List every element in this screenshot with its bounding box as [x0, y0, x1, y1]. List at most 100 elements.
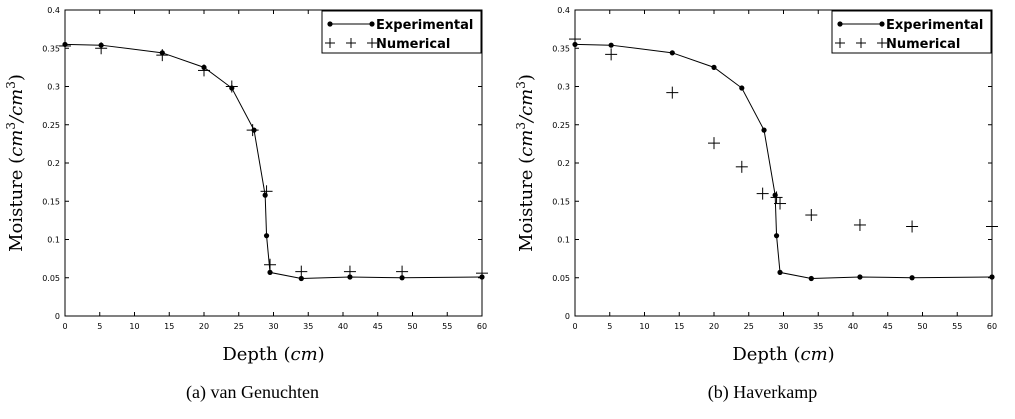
legend-label-numerical: Numerical — [886, 37, 960, 52]
moisture-chart-haverkamp: 0 5 10 15 20 25 30 35 40 45 50 55 60 0 0.05 0.1 0.15 0.2 0… — [514, 6, 998, 365]
legend: Experimental Numerical — [321, 10, 482, 54]
legend-box — [831, 10, 992, 54]
x-tick-label: 55 — [952, 322, 962, 331]
data-point-numerical — [476, 267, 488, 280]
x-tick-label: 15 — [674, 322, 684, 331]
data-point-numerical — [295, 265, 308, 278]
y-tick-label: 0.3 — [47, 83, 60, 92]
y-tick-label: 0.15 — [552, 197, 570, 206]
y-tick-label: 0.05 — [552, 274, 570, 283]
y-tick-label: 0 — [55, 312, 60, 321]
legend-label-numerical: Numerical — [376, 37, 450, 52]
x-axis-title: Depth (cm) — [222, 344, 324, 365]
data-point-numerical — [396, 265, 409, 278]
legend-marker-experimental — [369, 21, 375, 27]
data-point-numerical — [756, 187, 769, 200]
x-tick-label: 60 — [477, 322, 487, 331]
x-tick-label: 40 — [338, 322, 348, 331]
chart-panel-b: 0 5 10 15 20 25 30 35 40 45 50 55 60 0 0.05 0.1 0.15 0.2 0… — [510, 0, 1015, 419]
series-line-experimental — [574, 43, 993, 280]
data-point-numerical — [986, 220, 998, 233]
data-point-numerical — [708, 137, 720, 150]
data-point-numerical — [264, 258, 277, 271]
data-point-numerical — [735, 160, 748, 173]
data-point-experimental — [263, 233, 270, 239]
data-point-numerical — [246, 124, 259, 137]
data-point-numerical — [95, 42, 108, 55]
y-tick-label: 0.05 — [42, 274, 60, 283]
y-tick-label: 0.35 — [552, 44, 570, 53]
caption-haverkamp: (b) Haverkamp — [707, 382, 818, 402]
x-tick-label: 30 — [778, 322, 788, 331]
x-tick-label: 0 — [62, 322, 67, 331]
x-tick-label: 5 — [607, 322, 612, 331]
series-line-experimental — [64, 43, 483, 280]
x-tick-label: 35 — [303, 322, 313, 331]
data-point-experimental — [669, 50, 675, 56]
y-axis-title: Moisture (cm3/cm3) — [4, 74, 27, 252]
data-point-numerical — [774, 197, 787, 210]
y-tick-label: 0.25 — [552, 121, 570, 130]
data-point-numerical — [853, 218, 866, 231]
y-tick-label: 0.1 — [47, 236, 60, 245]
x-tick-label: 10 — [639, 322, 649, 331]
data-point-experimental — [711, 64, 717, 70]
x-tick-label: 50 — [407, 322, 417, 331]
moisture-chart-van-genuchten: 0 5 10 15 20 25 30 35 40 45 50 55 60 0 0.05 0.1 0.15 0.2 0… — [4, 6, 488, 365]
x-tick-label: 30 — [268, 322, 278, 331]
x-tick-label: 40 — [848, 322, 858, 331]
series-numerical — [569, 33, 998, 233]
data-point-numerical — [156, 49, 169, 62]
y-tick-label: 0 — [565, 312, 570, 321]
data-point-numerical — [906, 220, 919, 233]
y-tick-label: 0.4 — [557, 6, 570, 15]
x-tick-label: 50 — [917, 322, 927, 331]
series-experimental — [572, 41, 995, 282]
data-point-experimental — [399, 275, 405, 281]
legend-label-experimental: Experimental — [886, 18, 983, 33]
series-experimental — [62, 41, 485, 282]
x-tick-label: 55 — [442, 322, 452, 331]
data-point-numerical — [805, 209, 818, 222]
x-tick-label: 45 — [883, 322, 893, 331]
data-point-numerical — [666, 86, 679, 99]
legend-marker-experimental — [837, 21, 843, 27]
data-point-experimental — [773, 233, 780, 239]
data-point-numerical — [225, 80, 238, 93]
caption-van-genuchten: (a) van Genuchten — [186, 382, 319, 402]
y-tick-label: 0.25 — [42, 121, 60, 130]
legend-label-experimental: Experimental — [376, 18, 473, 33]
data-point-experimental — [298, 275, 304, 282]
y-tick-label: 0.1 — [557, 236, 570, 245]
data-point-numerical — [198, 64, 210, 77]
data-point-experimental — [739, 85, 745, 91]
legend-box — [321, 10, 482, 54]
y-tick-label: 0.3 — [557, 83, 570, 92]
x-tick-label: 20 — [199, 322, 209, 331]
x-tick-label: 25 — [744, 322, 754, 331]
data-point-numerical — [770, 191, 783, 204]
data-point-experimental — [267, 269, 273, 275]
x-tick-label: 45 — [373, 322, 383, 331]
plot-frame — [574, 9, 993, 317]
data-point-experimental — [761, 127, 767, 133]
y-tick-label: 0.35 — [42, 44, 60, 53]
data-point-experimental — [808, 275, 814, 282]
y-tick-label: 0.2 — [557, 159, 570, 168]
y-tick-label: 0.4 — [47, 6, 60, 15]
x-tick-label: 35 — [813, 322, 823, 331]
x-tick-label: 15 — [164, 322, 174, 331]
data-point-experimental — [777, 269, 783, 275]
x-tick-label: 0 — [572, 322, 577, 331]
legend-marker-experimental — [879, 21, 885, 27]
x-tick-label: 5 — [97, 322, 102, 331]
x-tick-label: 60 — [987, 322, 997, 331]
x-tick-label: 25 — [234, 322, 244, 331]
legend-marker-experimental — [327, 21, 333, 27]
data-point-numerical — [59, 39, 71, 52]
data-point-numerical — [260, 185, 273, 198]
data-point-numerical — [343, 265, 356, 278]
series-numerical — [59, 39, 488, 280]
x-tick-label: 10 — [129, 322, 139, 331]
legend: Experimental Numerical — [831, 10, 992, 54]
